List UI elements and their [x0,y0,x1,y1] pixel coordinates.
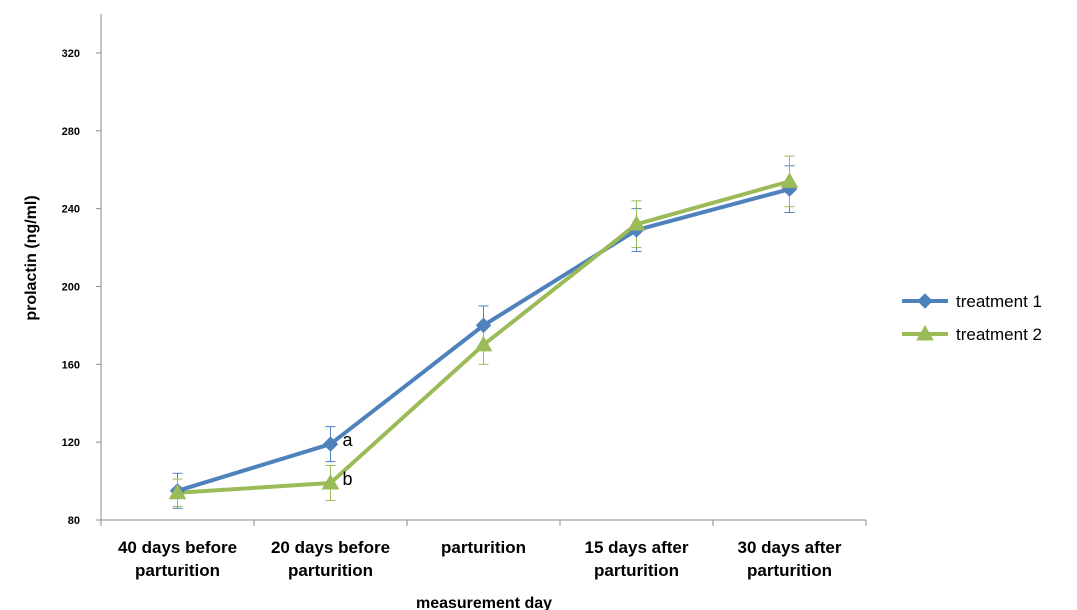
x-tick-label: 30 days after parturition [738,538,842,580]
legend: treatment 1 treatment 2 [902,292,1042,344]
y-tick-label: 280 [62,126,80,138]
y-tick-label: 80 [68,515,80,527]
x-tick-label: parturition [441,538,526,557]
series-layer [168,172,799,500]
data-point-treatment-2 [168,483,187,500]
legend-marker [917,293,933,309]
legend-marker [916,324,934,341]
x-tick-label: 15 days after parturition [585,538,689,580]
y-tick-label: 120 [62,437,80,449]
y-tick-label: 320 [62,48,80,60]
annotations: ab [343,430,354,489]
data-point-treatment-1 [322,436,339,452]
data-point-treatment-2 [780,172,799,188]
data-point-treatment-2 [474,335,493,352]
legend-label: treatment 2 [956,325,1042,344]
data-point-treatment-2 [627,215,646,231]
x-tick-label: 20 days before parturition [271,538,390,580]
y-tick-label: 200 [62,281,80,293]
data-point-treatment-1 [475,317,492,334]
y-tick-label: 160 [62,359,80,371]
x-tick-label: 40 days before parturition [118,538,237,580]
legend-item-treatment-2: treatment 2 [902,324,1042,344]
axes-layer: 80 120 160 200 240 280 320 40 days before partur… [62,14,867,580]
x-axis-title: measurement day [416,595,552,610]
annotation-label: b [343,469,353,489]
y-axis-title: prolactin (ng/ml) [23,195,40,320]
data-point-treatment-2 [321,474,340,490]
annotation-label: a [343,430,354,450]
y-tick-label: 240 [62,204,80,216]
legend-item-treatment-1: treatment 1 [902,292,1042,311]
legend-label: treatment 1 [956,292,1042,311]
